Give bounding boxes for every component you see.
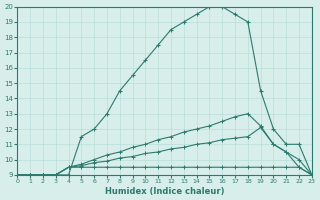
X-axis label: Humidex (Indice chaleur): Humidex (Indice chaleur) (105, 187, 224, 196)
